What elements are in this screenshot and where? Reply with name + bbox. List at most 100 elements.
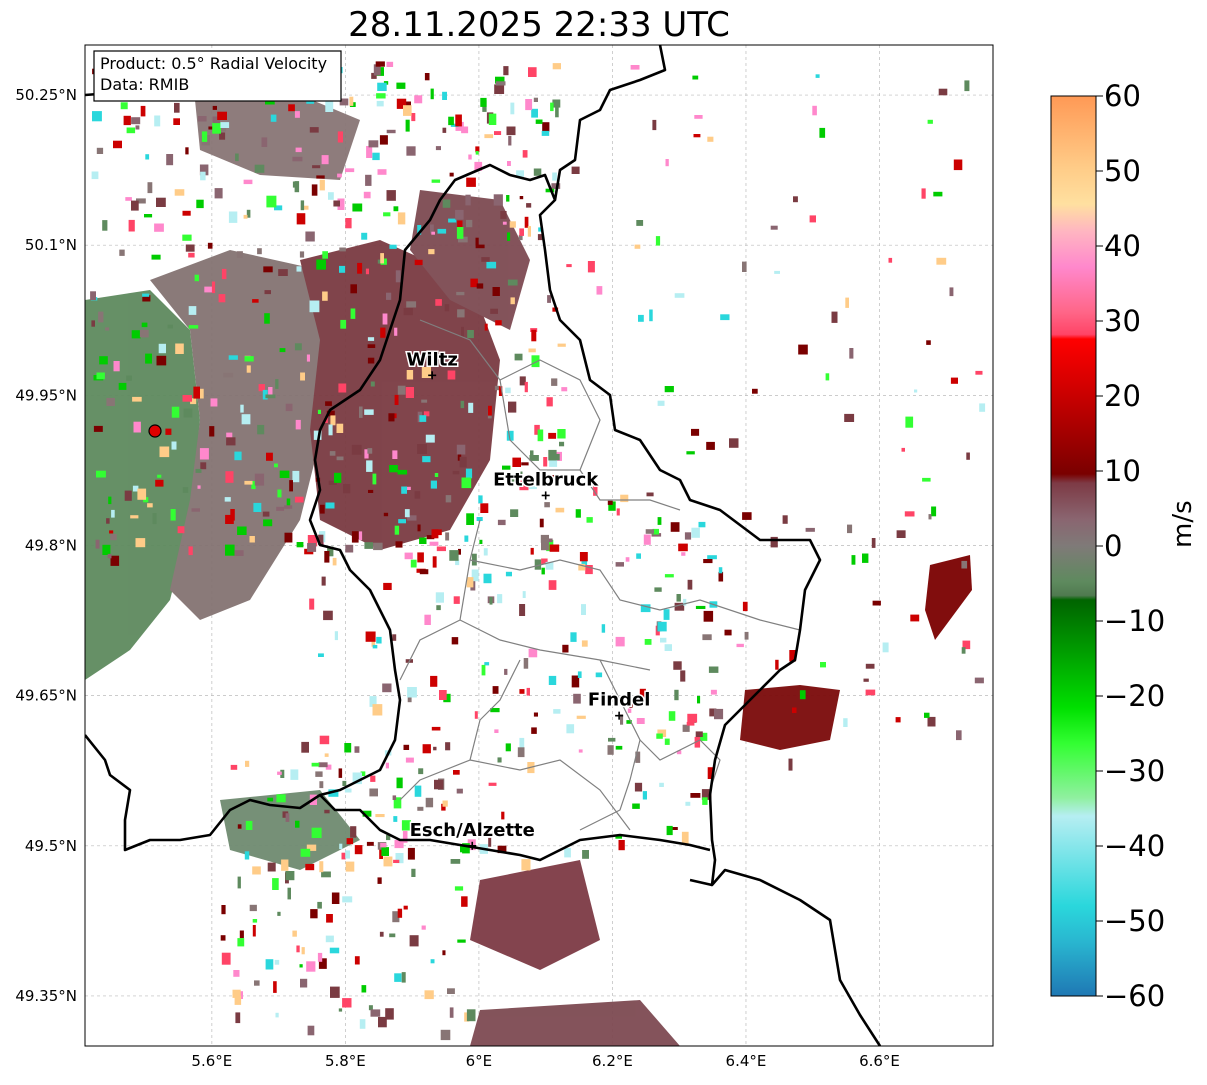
radar-speckle	[198, 116, 207, 122]
radar-speckle	[201, 131, 208, 142]
radar-speckle	[236, 251, 243, 258]
radar-speckle	[188, 306, 197, 315]
radar-speckle	[975, 370, 983, 375]
radar-speckle	[364, 409, 374, 415]
radar-speckle	[238, 991, 243, 999]
radar-speckle	[392, 911, 400, 923]
radar-speckle	[325, 100, 334, 112]
radar-speckle	[364, 449, 369, 459]
radar-speckle	[460, 400, 465, 409]
radar-speckle	[708, 666, 719, 673]
radar-speckle	[426, 535, 435, 540]
radar-speckle	[397, 469, 408, 475]
radar-speckle	[365, 174, 372, 186]
radar-speckle	[460, 844, 463, 853]
radar-speckle	[533, 712, 538, 717]
radar-speckle	[636, 718, 645, 724]
radar-speckle	[507, 232, 511, 241]
radar-speckle	[218, 294, 226, 303]
radar-speckle	[246, 209, 251, 218]
radar-speckle	[587, 261, 595, 273]
radar-speckle	[305, 863, 315, 871]
radar-speckle	[368, 489, 374, 493]
radar-speckle	[212, 122, 221, 134]
radar-speckle	[287, 887, 291, 900]
radar-speckle	[595, 672, 603, 678]
radar-speckle	[407, 693, 412, 703]
radar-speckle	[290, 769, 299, 780]
radar-speckle	[707, 767, 714, 779]
radar-speckle	[718, 571, 724, 582]
colorbar-tick-label: −60	[1104, 979, 1166, 1013]
radar-speckle	[964, 80, 970, 92]
radar-speckle	[196, 199, 204, 209]
radar-speckle	[282, 811, 289, 818]
radar-speckle	[154, 115, 161, 127]
radar-speckle	[770, 225, 778, 230]
radar-speckle	[338, 1008, 343, 1012]
radar-speckle	[557, 429, 566, 439]
radar-speckle	[151, 254, 161, 260]
colorbar-unit-label: m/s	[1168, 500, 1198, 548]
radar-speckle	[445, 532, 450, 541]
radar-speckle	[440, 1029, 451, 1041]
radar-speckle	[226, 432, 233, 441]
radar-speckle	[681, 831, 689, 844]
radar-speckle	[526, 203, 532, 208]
radar-speckle	[96, 470, 106, 478]
radar-speckle	[449, 550, 459, 561]
radar-speckle	[398, 519, 406, 524]
radar-speckle	[372, 704, 383, 716]
radar-speckle	[953, 159, 963, 171]
radar-speckle	[252, 866, 261, 875]
city-label: Wiltz	[407, 349, 458, 370]
radar-speckle	[144, 214, 153, 218]
radar-speckle	[364, 542, 373, 549]
radar-speckle	[464, 1012, 470, 1022]
radar-speckle	[386, 190, 396, 201]
radar-speckle	[285, 813, 290, 822]
radar-speckle	[694, 115, 703, 119]
radar-speckle	[111, 509, 115, 518]
radar-speckle	[439, 690, 447, 700]
radar-speckle	[309, 127, 319, 133]
radar-speckle	[382, 683, 392, 693]
radar-speckle	[321, 576, 326, 586]
radar-speckle	[938, 88, 948, 96]
radar-speckle	[607, 500, 613, 505]
radar-speckle	[328, 789, 339, 797]
radar-speckle	[401, 820, 411, 831]
radar-speckle	[468, 402, 474, 413]
radar-speckle	[674, 689, 679, 701]
radar-speckle	[445, 742, 451, 751]
radar-speckle	[326, 914, 333, 923]
radar-speckle	[456, 444, 466, 455]
radar-speckle	[576, 715, 586, 719]
map-axes-frame	[84, 44, 994, 1047]
radar-speckle	[383, 856, 393, 867]
radar-speckle	[528, 348, 536, 353]
radar-speckle	[135, 538, 146, 548]
radar-speckle	[657, 400, 665, 406]
radar-speckle	[774, 270, 780, 274]
radar-speckle	[564, 847, 571, 858]
radar-speckle	[430, 480, 437, 489]
radar-speckle	[674, 293, 685, 298]
echo-north-maroon	[410, 190, 530, 330]
radar-speckle	[542, 122, 550, 132]
radar-speckle	[430, 224, 434, 234]
radar-speckle	[386, 834, 391, 841]
radar-speckle	[154, 223, 164, 232]
radar-speckle	[681, 552, 686, 556]
radar-speckle	[300, 848, 311, 857]
lon-tick-label: 5.6°E	[191, 1052, 232, 1070]
radar-speckle	[279, 470, 290, 478]
radar-speckle	[394, 327, 398, 336]
radar-speckle	[380, 843, 387, 848]
radar-echo-layer	[85, 95, 972, 1046]
radar-speckle	[423, 411, 430, 417]
radar-speckle	[234, 451, 242, 461]
radar-speckle	[549, 544, 560, 552]
radar-speckle	[488, 837, 492, 847]
radar-speckle	[630, 65, 640, 70]
